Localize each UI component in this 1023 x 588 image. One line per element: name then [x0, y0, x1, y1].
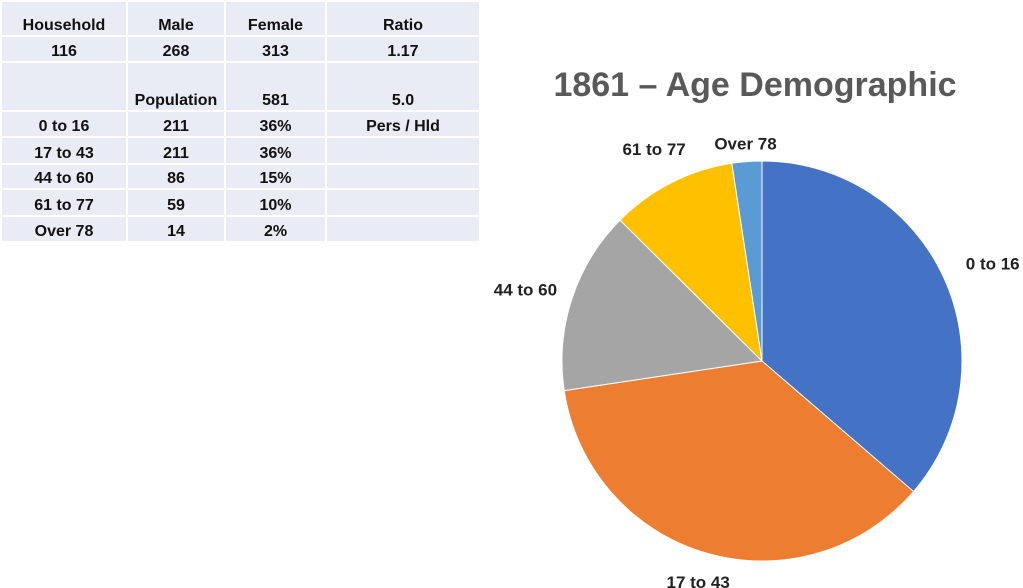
- pie-slice: [563, 360, 915, 562]
- table-cell: 36%: [224, 136, 327, 165]
- table-cell: 44 to 60: [0, 163, 128, 190]
- table-cell: 10%: [224, 188, 327, 217]
- slice-label: 0 to 16: [966, 254, 1020, 273]
- table-cell: 5.0: [325, 61, 481, 112]
- table-cell: Ratio: [325, 0, 481, 37]
- table-cell: 61 to 77: [0, 188, 128, 217]
- table-cell: 211: [126, 110, 226, 138]
- table-cell: 211: [126, 136, 226, 165]
- table-cell: 2%: [224, 215, 327, 243]
- table-cell: Pers / Hld: [325, 110, 481, 138]
- table-cell: [325, 215, 481, 243]
- table-cell: [0, 61, 128, 112]
- table-row: 116 268 313 1.17: [0, 35, 481, 63]
- table-cell: [325, 188, 481, 217]
- table-cell: [325, 136, 481, 165]
- table-row: 0 to 16 211 36% Pers / Hld: [0, 110, 481, 138]
- table-cell: 313: [224, 35, 327, 63]
- pie-slice: [731, 160, 763, 362]
- table-cell: 59: [126, 188, 226, 217]
- table-row: 44 to 60 86 15%: [0, 163, 481, 190]
- pie-slice: [619, 162, 763, 363]
- table-cell: 268: [126, 35, 226, 63]
- table-cell: 14: [126, 215, 226, 243]
- table-cell: 581: [224, 61, 327, 112]
- slice-label: Over 78: [714, 135, 776, 154]
- table-cell: Female: [224, 0, 327, 37]
- table-cell: 36%: [224, 110, 327, 138]
- table-row: Over 78 14 2%: [0, 215, 481, 243]
- table-cell: 17 to 43: [0, 136, 128, 165]
- slice-label: 17 to 43: [667, 573, 730, 588]
- slice-label: 44 to 60: [494, 280, 557, 299]
- pie-slice: [561, 219, 764, 392]
- table-row: Household Male Female Ratio: [0, 0, 481, 37]
- table-row: 17 to 43 211 36%: [0, 136, 481, 165]
- chart-title: 1861 – Age Demographic: [553, 66, 957, 104]
- table-cell: 116: [0, 35, 128, 63]
- table-cell: Household: [0, 0, 128, 37]
- table-cell: 0 to 16: [0, 110, 128, 138]
- table-cell: Population: [126, 61, 226, 112]
- pie-slice: [761, 160, 963, 493]
- table-cell: Over 78: [0, 215, 128, 243]
- table-cell: 86: [126, 163, 226, 190]
- table-cell: 15%: [224, 163, 327, 190]
- table-row: 61 to 77 59 10%: [0, 188, 481, 217]
- demographic-table: Household Male Female Ratio 116 268 313 1.17 Pop…: [0, 0, 481, 243]
- table-cell: [325, 163, 481, 190]
- slice-label: 61 to 77: [622, 140, 685, 159]
- table-cell: 1.17: [325, 35, 481, 63]
- table-cell: Male: [126, 0, 226, 37]
- table-row: Population 581 5.0: [0, 61, 481, 112]
